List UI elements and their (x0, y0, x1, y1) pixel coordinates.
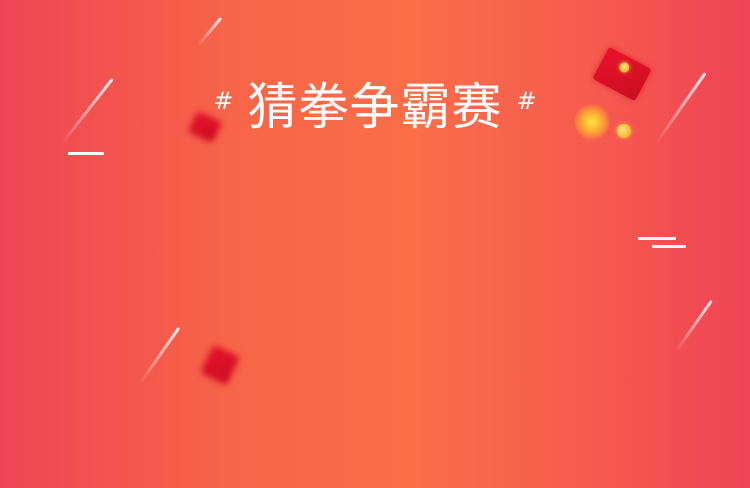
title-banner: # 猜拳争霸赛 # (0, 68, 750, 138)
dash-decoration (68, 152, 104, 155)
title-left-hash: # (213, 87, 234, 115)
glow-decoration (574, 104, 610, 140)
title-right-hash: # (516, 87, 537, 115)
dash-decoration (652, 245, 686, 248)
page-title: 猜拳争霸赛 (247, 78, 503, 136)
dash-decoration (638, 237, 676, 240)
gold-coin-icon (617, 124, 631, 138)
